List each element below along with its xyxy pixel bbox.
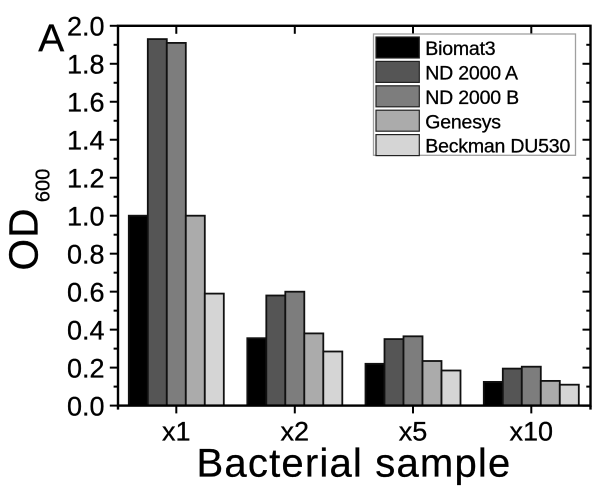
svg-text:Bacterial sample: Bacterial sample bbox=[197, 442, 512, 486]
svg-text:x10: x10 bbox=[510, 416, 554, 446]
svg-text:A: A bbox=[38, 18, 64, 61]
svg-text:0.2: 0.2 bbox=[67, 353, 105, 383]
svg-text:0.8: 0.8 bbox=[67, 239, 105, 269]
svg-text:2.0: 2.0 bbox=[67, 12, 105, 42]
svg-text:1.4: 1.4 bbox=[67, 125, 105, 155]
svg-text:0.6: 0.6 bbox=[67, 277, 105, 307]
svg-text:Beckman DU530: Beckman DU530 bbox=[425, 136, 570, 158]
svg-text:0.4: 0.4 bbox=[67, 315, 105, 345]
svg-text:0.0: 0.0 bbox=[67, 391, 105, 421]
svg-text:1.6: 1.6 bbox=[67, 87, 105, 117]
svg-text:x1: x1 bbox=[162, 416, 191, 446]
svg-text:x2: x2 bbox=[281, 416, 310, 446]
svg-text:1.8: 1.8 bbox=[67, 49, 105, 79]
svg-text:Genesys: Genesys bbox=[425, 111, 501, 133]
svg-text:1.0: 1.0 bbox=[67, 201, 105, 231]
svg-text:Biomat3: Biomat3 bbox=[425, 38, 495, 60]
svg-text:x5: x5 bbox=[399, 416, 428, 446]
svg-text:ND 2000 B: ND 2000 B bbox=[425, 87, 519, 109]
svg-text:1.2: 1.2 bbox=[67, 163, 105, 193]
svg-text:ND 2000 A: ND 2000 A bbox=[425, 63, 518, 85]
